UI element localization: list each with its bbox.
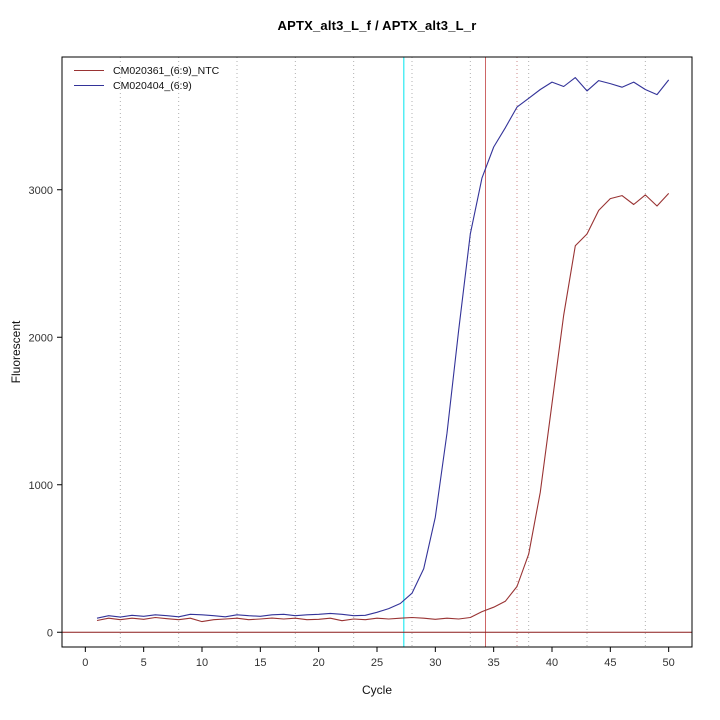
legend-label: CM020404_(6:9) <box>113 79 192 92</box>
legend-label: CM020361_(6:9)_NTC <box>113 64 220 77</box>
legend-line-swatch-red <box>74 70 104 71</box>
x-tick-label: 10 <box>196 657 208 669</box>
legend: CM020361_(6:9)_NTC CM020404_(6:9) <box>74 63 219 93</box>
y-tick-label: 0 <box>47 627 53 639</box>
y-axis-label: Fluorescent <box>9 320 23 384</box>
y-tick-label: 2000 <box>29 332 53 344</box>
y-tick-label: 3000 <box>29 185 53 197</box>
chart-title: APTX_alt3_L_f / APTX_alt3_L_r <box>277 18 477 33</box>
x-tick-label: 40 <box>546 657 558 669</box>
x-tick-label: 0 <box>82 657 88 669</box>
x-tick-label: 25 <box>371 657 383 669</box>
legend-item-ntc: CM020361_(6:9)_NTC <box>74 63 219 78</box>
x-tick-label: 35 <box>488 657 500 669</box>
series-line-0 <box>96 193 670 623</box>
x-tick-label: 30 <box>429 657 441 669</box>
legend-item-sample: CM020404_(6:9) <box>74 78 219 93</box>
x-tick-label: 50 <box>663 657 675 669</box>
series-line-1 <box>96 77 670 619</box>
y-tick-label: 1000 <box>29 480 53 492</box>
x-axis-label: Cycle <box>361 683 392 697</box>
x-tick-label: 5 <box>141 657 147 669</box>
x-tick-label: 45 <box>604 657 616 669</box>
x-tick-label: 20 <box>313 657 325 669</box>
plot-border <box>61 56 693 648</box>
x-tick-label: 15 <box>254 657 266 669</box>
legend-line-swatch-blue <box>74 85 104 86</box>
